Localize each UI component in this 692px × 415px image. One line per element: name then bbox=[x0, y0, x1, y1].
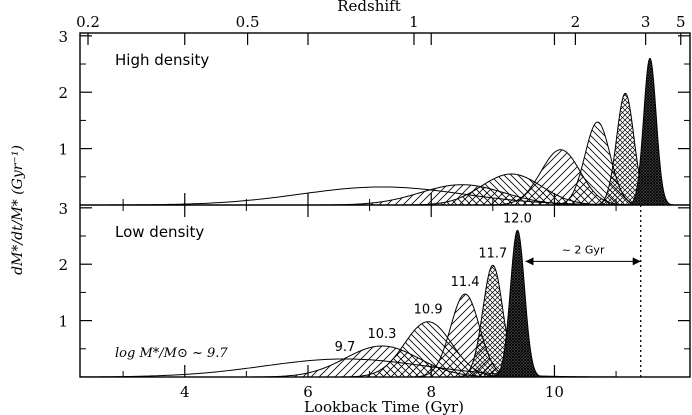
panel-high-density: High density 1 2 3 bbox=[58, 28, 691, 206]
annotation-arrowhead-right bbox=[632, 257, 641, 266]
top-axis-title: Redshift bbox=[337, 0, 401, 15]
redshift-tick-label: 1 bbox=[409, 13, 419, 31]
y-axis-title: dM*/dt/M* (Gyr⁻¹) bbox=[10, 145, 26, 275]
panel-title: Low density bbox=[115, 223, 204, 241]
x-axis-title: Lookback Time (Gyr) bbox=[304, 398, 464, 415]
y-tick-label: 3 bbox=[58, 28, 68, 46]
redshift-tick-label: 0.2 bbox=[76, 13, 100, 31]
series-label-9.7: 9.7 bbox=[335, 340, 356, 355]
y-tick-label: 1 bbox=[58, 313, 68, 331]
series-label-10.9: 10.9 bbox=[414, 303, 443, 318]
y-tick-label: 1 bbox=[58, 141, 68, 159]
panel-low-density: 9.7 10.3 10.9 11.4 11.7 12.0 Low density 1 2 3 log… bbox=[58, 200, 690, 378]
series-label-11.4: 11.4 bbox=[451, 275, 480, 290]
x-tick-label: 8 bbox=[426, 383, 436, 401]
series-label-11.7: 11.7 bbox=[478, 246, 507, 261]
annotation-text: ~ 2 Gyr bbox=[562, 243, 605, 256]
redshift-tick-label: 5 bbox=[676, 13, 686, 31]
x-tick-label: 6 bbox=[303, 383, 313, 401]
x-tick-label: 10 bbox=[545, 383, 564, 401]
y-tick-label: 3 bbox=[58, 200, 68, 218]
mass-label: log M*/M⊙ ~ 9.7 bbox=[115, 346, 228, 361]
annotation-arrowhead-left bbox=[525, 257, 534, 266]
series-label-12.0: 12.0 bbox=[503, 211, 532, 226]
plot-frame: 4 6 8 10 0.2 0.5 1 2 3 5 bbox=[76, 13, 691, 401]
redshift-tick-label: 2 bbox=[571, 13, 581, 31]
panel-title: High density bbox=[115, 51, 209, 69]
series-curve-high-6 bbox=[624, 57, 676, 206]
series-label-10.3: 10.3 bbox=[367, 327, 396, 342]
redshift-tick-label: 0.5 bbox=[236, 13, 260, 31]
x-tick-label: 4 bbox=[180, 383, 190, 401]
redshift-tick-label: 3 bbox=[641, 13, 651, 31]
y-tick-label: 2 bbox=[58, 84, 68, 102]
series-curve-low-5 bbox=[488, 229, 547, 378]
y-tick-label: 2 bbox=[58, 256, 68, 274]
